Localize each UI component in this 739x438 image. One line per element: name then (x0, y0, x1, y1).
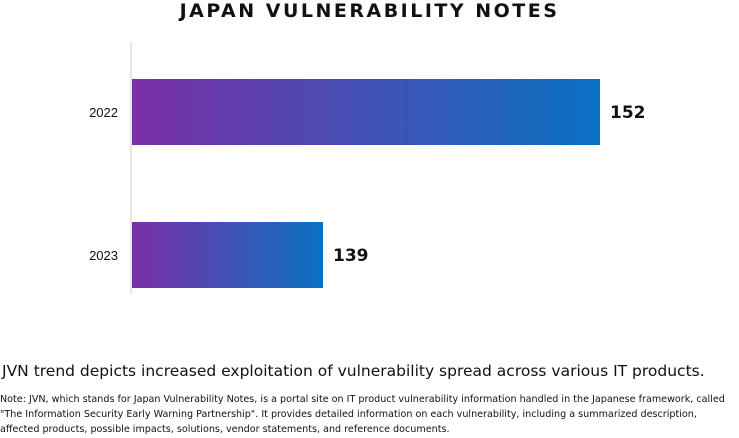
bar-chart: 2022 152 2023 139 (89, 42, 646, 294)
chart-title: JAPAN VULNERABILITY NOTES (179, 0, 560, 22)
category-label-2022: 2022 (89, 105, 118, 120)
bar-2022 (132, 79, 600, 145)
value-label-2023: 139 (333, 246, 369, 266)
chart-note: Note: JVN, which stands for Japan Vulner… (0, 394, 725, 435)
category-label-2023: 2023 (89, 248, 118, 263)
bar-2023 (132, 222, 323, 288)
value-label-2022: 152 (610, 103, 646, 123)
chart-caption: JVN trend depicts increased exploitation… (2, 362, 705, 380)
